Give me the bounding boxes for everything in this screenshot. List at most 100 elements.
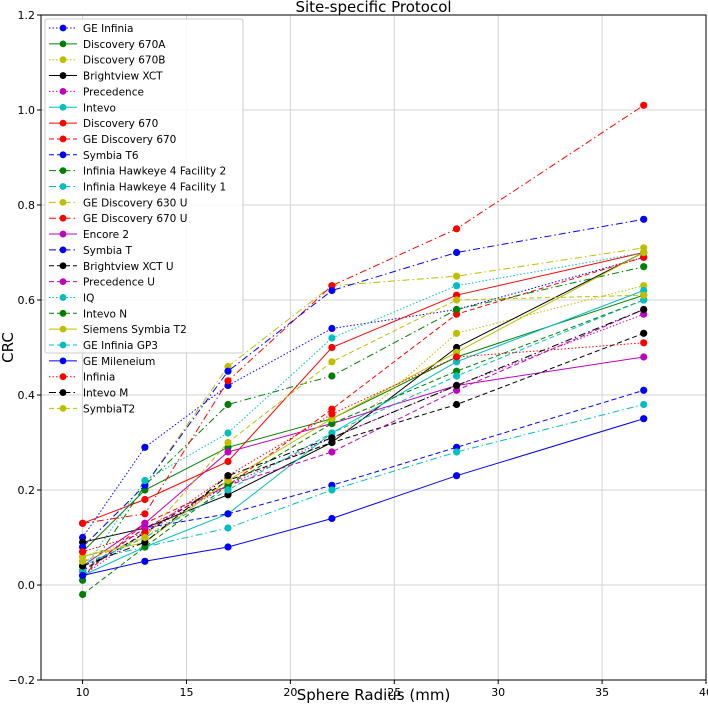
data-point — [453, 305, 461, 314]
data-point — [453, 329, 461, 337]
y-tick-label: 0.4 — [18, 389, 36, 402]
data-point — [224, 510, 232, 518]
legend-entry: GE Discovery 670 — [49, 134, 176, 146]
legend-label: Encore 2 — [83, 229, 129, 241]
legend-entry: Brightview XCT U — [49, 261, 174, 273]
data-point — [640, 305, 648, 314]
series-line — [82, 332, 644, 572]
legend-entry: Intevo N — [49, 308, 127, 320]
legend-entry: Discovery 670B — [49, 55, 165, 67]
data-point — [224, 486, 232, 494]
x-tick-label: 40 — [699, 686, 708, 699]
data-point — [141, 495, 149, 504]
legend-marker — [59, 214, 67, 222]
legend-marker — [59, 294, 67, 301]
legend-label: Intevo N — [83, 308, 127, 320]
y-axis-label: CRC — [0, 332, 17, 363]
series-group — [79, 101, 648, 599]
data-point — [224, 543, 232, 551]
data-point — [224, 438, 232, 447]
legend-marker — [59, 119, 67, 127]
data-point — [141, 533, 149, 542]
series-line — [82, 290, 644, 576]
series-line — [82, 356, 644, 567]
legend-marker — [59, 24, 67, 32]
legend-label: Symbia T6 — [83, 150, 139, 162]
legend-label: Intevo M — [83, 388, 128, 400]
legend-marker — [59, 405, 67, 412]
legend-entry: Encore 2 — [49, 229, 129, 241]
legend-entry: Precedence — [49, 86, 144, 98]
series-line — [82, 252, 644, 557]
legend-label: GE Discovery 670 U — [83, 213, 187, 225]
series-line — [82, 256, 644, 538]
data-point — [79, 571, 87, 580]
data-point — [328, 286, 336, 295]
data-point — [79, 548, 87, 556]
data-point — [640, 339, 648, 347]
y-tick-label: −0.2 — [8, 674, 35, 687]
axis-ticks: 10 15 20 25 30 35 40 −0.2 0.0 0.2 0.4 0.6 0.8 1.0 1.2 — [8, 9, 708, 699]
legend-label: SymbiaT2 — [83, 403, 135, 415]
legend-entry: GE Mileneium — [49, 356, 155, 368]
y-tick-label: 1.0 — [18, 104, 36, 117]
legend-entry: Symbia T6 — [49, 150, 139, 162]
legend-marker — [59, 246, 67, 254]
data-point — [224, 448, 232, 456]
series-line — [82, 299, 644, 567]
plot-frame — [40, 14, 707, 681]
legend-label: Precedence — [83, 86, 144, 98]
data-point — [453, 381, 461, 390]
data-point — [453, 448, 461, 456]
legend-marker — [59, 151, 67, 159]
legend-marker — [59, 183, 67, 190]
legend-marker — [59, 167, 67, 175]
data-point — [328, 486, 336, 494]
x-tick-label: 20 — [283, 686, 297, 699]
legend-entry: SymbiaT2 — [49, 403, 135, 415]
legend-label: Siemens Symbia T2 — [83, 324, 187, 336]
series-15 — [79, 329, 648, 575]
legend-entry: Discovery 670A — [49, 39, 166, 51]
legend-label: Precedence U — [83, 277, 155, 289]
data-point — [328, 514, 336, 523]
data-point — [453, 248, 461, 257]
legend-marker — [59, 230, 67, 238]
data-point — [453, 282, 461, 290]
legend-entry: Infinia — [49, 372, 115, 384]
legend-label: Discovery 670B — [83, 55, 165, 67]
data-point — [224, 429, 232, 437]
series-12 — [79, 101, 648, 527]
series-10 — [79, 400, 648, 565]
data-point — [79, 590, 87, 599]
series-line — [82, 294, 644, 553]
legend-entry: GE Discovery 630 U — [49, 197, 187, 209]
data-point — [453, 225, 461, 233]
legend-entry: Intevo M — [49, 388, 128, 400]
series-line — [82, 309, 644, 567]
data-point — [453, 296, 461, 304]
data-point — [79, 557, 87, 565]
data-point — [328, 434, 336, 442]
legend-entry: Siemens Symbia T2 — [49, 324, 187, 336]
data-point — [453, 353, 461, 361]
legend-entry: Intevo — [49, 102, 116, 114]
legend-marker — [59, 198, 67, 206]
legend-entry: Infinia Hawkeye 4 Facility 1 — [49, 182, 226, 194]
y-tick-label: 0.8 — [18, 199, 36, 212]
x-axis-label: Sphere Radius (mm) — [297, 686, 451, 704]
chart-title: Site-specific Protocol — [295, 0, 451, 16]
data-point — [328, 334, 336, 342]
legend-entry: GE Infinia GP3 — [49, 340, 158, 352]
data-point — [328, 410, 336, 418]
data-point — [79, 519, 87, 527]
legend-entry: Discovery 670 — [49, 118, 158, 130]
y-tick-label: 0.2 — [18, 484, 36, 497]
series-line — [82, 299, 644, 595]
series-line — [82, 252, 644, 572]
data-point — [453, 472, 461, 480]
legend-entry: Symbia T — [49, 245, 132, 257]
legend-marker — [59, 389, 67, 396]
legend-entry: IQ — [49, 292, 94, 304]
legend-entry: GE Infinia — [49, 23, 133, 35]
